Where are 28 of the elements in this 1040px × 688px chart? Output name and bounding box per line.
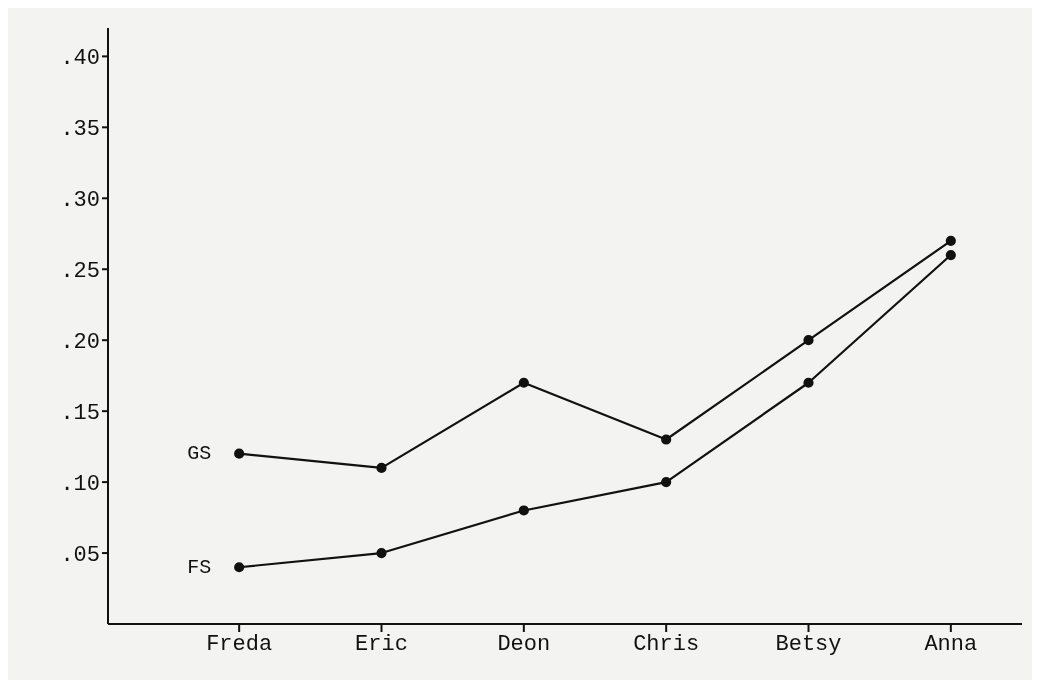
y-tick-label: .30 xyxy=(60,188,100,214)
point xyxy=(518,505,529,516)
x-tick-label: Anna xyxy=(924,631,978,657)
point xyxy=(661,434,672,445)
x-tick-label: Deon xyxy=(497,631,551,657)
y-tick-label: .40 xyxy=(60,46,100,72)
point xyxy=(945,235,956,246)
y-tick-label: .10 xyxy=(60,471,100,497)
point xyxy=(803,335,814,346)
point xyxy=(376,462,387,474)
x-tick-label: Chris xyxy=(633,631,700,657)
x-tick-label: Freda xyxy=(206,631,273,657)
y-tick-label: .05 xyxy=(60,542,100,568)
point xyxy=(234,562,245,573)
point xyxy=(661,477,672,488)
x-tick-label: Eric xyxy=(355,631,408,657)
series-label: GS xyxy=(187,442,212,466)
y-tick-label: .15 xyxy=(60,400,100,426)
y-tick-label: .20 xyxy=(60,330,100,355)
point xyxy=(518,377,529,388)
point xyxy=(234,448,245,459)
point xyxy=(803,377,814,388)
point xyxy=(945,249,956,261)
x-tick-label: Betsy xyxy=(775,631,842,657)
y-tick-label: .25 xyxy=(60,259,100,285)
series-label: FS xyxy=(187,555,212,579)
point xyxy=(376,547,387,559)
y-tick-label: .35 xyxy=(60,117,100,143)
